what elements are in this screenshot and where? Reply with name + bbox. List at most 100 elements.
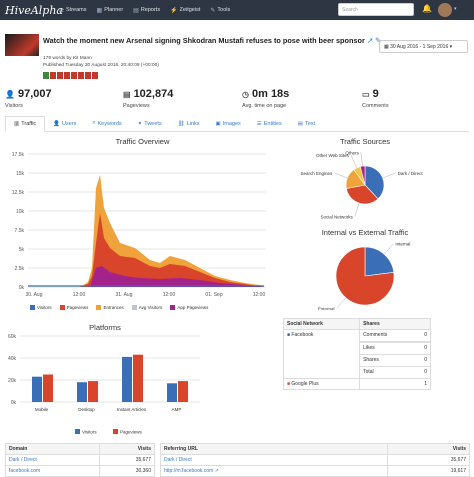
users-icon: 👤: [53, 120, 61, 127]
bar: [43, 374, 53, 402]
facebook-icon: ■: [287, 332, 291, 338]
social-header: Social Network: [282, 318, 361, 330]
external-link-icon[interactable]: ↗: [366, 36, 373, 45]
bar: [77, 382, 87, 402]
internal-external-chart: Internal External: [318, 242, 410, 310]
category-label: Desktop: [78, 407, 95, 412]
tab-images[interactable]: ▣ Images: [215, 120, 241, 127]
nav-zeitgeist[interactable]: ⚡ Zeitgeist: [170, 7, 201, 14]
search-icon: ⌕: [92, 120, 96, 126]
legend-item[interactable]: Pageviews: [59, 305, 88, 310]
share-icon[interactable]: [78, 72, 84, 79]
facebook-cell: ■ Facebook: [282, 329, 361, 379]
slice-label: Others: [345, 150, 359, 155]
tab-text[interactable]: ▤ Text: [297, 120, 316, 127]
share-icon[interactable]: [85, 72, 91, 79]
edit-icon[interactable]: ✎: [374, 36, 382, 45]
reports-icon: ▤: [133, 7, 139, 14]
bar: [167, 383, 177, 402]
external-link-icon: ↗: [214, 468, 219, 474]
nav-streams[interactable]: ⇄ Streams: [59, 7, 87, 14]
x-tick-label: 12:00: [163, 292, 176, 298]
legend-swatch: [113, 429, 118, 434]
tab-keywords[interactable]: ⌕ Keywords: [92, 120, 122, 127]
legend-item[interactable]: Visitors: [30, 305, 52, 310]
share-icon[interactable]: [64, 72, 70, 79]
platforms-title: Platforms: [89, 323, 121, 332]
tab-entities[interactable]: ☰ Entities: [256, 120, 282, 127]
zeitgeist-icon: ⚡: [170, 7, 178, 14]
tools-icon: ✎: [210, 7, 216, 14]
streams-icon: ⇄: [59, 7, 65, 14]
bar: [88, 381, 98, 402]
search-input[interactable]: Search: [338, 3, 414, 16]
link-icon: ⛓: [177, 120, 185, 127]
share-icon[interactable]: [92, 72, 98, 79]
stat-pageviews: ▤ 102,874 Pageviews: [123, 88, 174, 109]
category-label: Instant Articles: [117, 407, 147, 412]
y-tick-label: 0k: [19, 285, 25, 291]
legend-item[interactable]: App Pageviews: [170, 305, 208, 310]
tab-tweets[interactable]: ✦ Tweets: [137, 120, 162, 127]
table-row: Dark / Direct 35,677: [4, 454, 155, 466]
traffic-title: Traffic Overview: [115, 137, 170, 146]
entities-icon: ☰: [256, 120, 262, 127]
y-tick-label: 15k: [16, 171, 25, 177]
chevron-down-icon[interactable]: ▾: [454, 6, 457, 12]
nav-reports[interactable]: ▤ Reports: [133, 7, 161, 14]
pie-slice: [364, 165, 385, 200]
domain-table: Domain Visits Dark / Direct 35,677 faceboo…: [4, 443, 155, 477]
traffic-legend: Visitors Pageviews Entrances Avg Visitors Ap…: [30, 305, 208, 310]
legend-label: Pageviews: [120, 430, 143, 435]
x-tick-label: 30. Aug: [26, 292, 43, 298]
image-icon: ▣: [215, 120, 221, 127]
table-row: Dark / Direct 35,677: [159, 454, 470, 466]
tab-bar: ▥ Traffic 👤 Users ⌕ Keywords ✦ Tweets ⛓ Links…: [5, 116, 469, 132]
article-words: 179 words by Kit Mann: [43, 56, 92, 61]
tab-users[interactable]: 👤 Users: [53, 120, 77, 127]
nav-tools[interactable]: ✎ Tools: [210, 7, 231, 14]
y-tick-label: 12.5k: [12, 190, 25, 196]
y-tick-label: 5k: [19, 247, 25, 253]
share-icon[interactable]: [71, 72, 77, 79]
nav-planner[interactable]: ▦ Planner: [96, 7, 124, 14]
slice-label: Other Web Sites: [316, 153, 350, 158]
bell-icon[interactable]: 🔔: [422, 4, 432, 13]
share-icon[interactable]: [43, 72, 49, 79]
legend-item[interactable]: Entrances: [96, 305, 124, 310]
tab-links[interactable]: ⛓ Links: [177, 120, 200, 127]
planner-icon: ▦: [96, 7, 103, 14]
traffic-sources-chart: Dark / Direct Social Networks Search Engin…: [301, 150, 424, 219]
bar: [133, 354, 143, 402]
tab-traffic[interactable]: ▥ Traffic: [5, 116, 46, 132]
stat-comments: ▭ 9 Comments: [362, 88, 389, 109]
article-thumbnail: [5, 34, 39, 56]
ie-title: Internal vs External Traffic: [321, 228, 409, 237]
logo: HiveAlpha: [5, 3, 63, 17]
table-row: facebook.com 30,360: [4, 465, 155, 477]
slice-label: Search Engines: [301, 171, 334, 176]
y-tick-label: 7.5k: [15, 228, 25, 234]
legend-label: Visitors: [82, 430, 97, 435]
slice-label: Social Networks: [321, 214, 354, 219]
y-tick-label: 40k: [8, 356, 17, 362]
platforms-chart: 60k 40k 20k 0k Mobile Desktop Instant Articles…: [8, 334, 200, 435]
y-tick-label: 2.5k: [15, 266, 25, 272]
article-title[interactable]: Watch the moment new Arsenal signing Shk…: [43, 36, 382, 45]
date-range-picker[interactable]: ▦ 30 Aug 2016 - 1 Sep 2016 ▾: [379, 40, 468, 53]
avatar[interactable]: [438, 3, 452, 17]
share-icon[interactable]: [57, 72, 63, 79]
bar: [178, 381, 188, 402]
shares-header: Shares: [359, 318, 431, 330]
bar: [32, 376, 42, 402]
legend-item[interactable]: Avg Visitors: [131, 305, 162, 310]
share-icon[interactable]: [50, 72, 56, 79]
text-icon: ▤: [297, 120, 303, 127]
y-tick-label: 20k: [8, 378, 17, 384]
article-published: Published Tuesday 30 August 2016, 20:40:…: [43, 63, 159, 68]
clock-icon: ◷: [242, 89, 249, 99]
bar: [122, 356, 132, 402]
table-row: http://m.facebook.com ↗ 19,617: [159, 465, 470, 477]
referring-url-table: Referring URL Visits Dark / Direct 35,677 …: [159, 443, 470, 477]
